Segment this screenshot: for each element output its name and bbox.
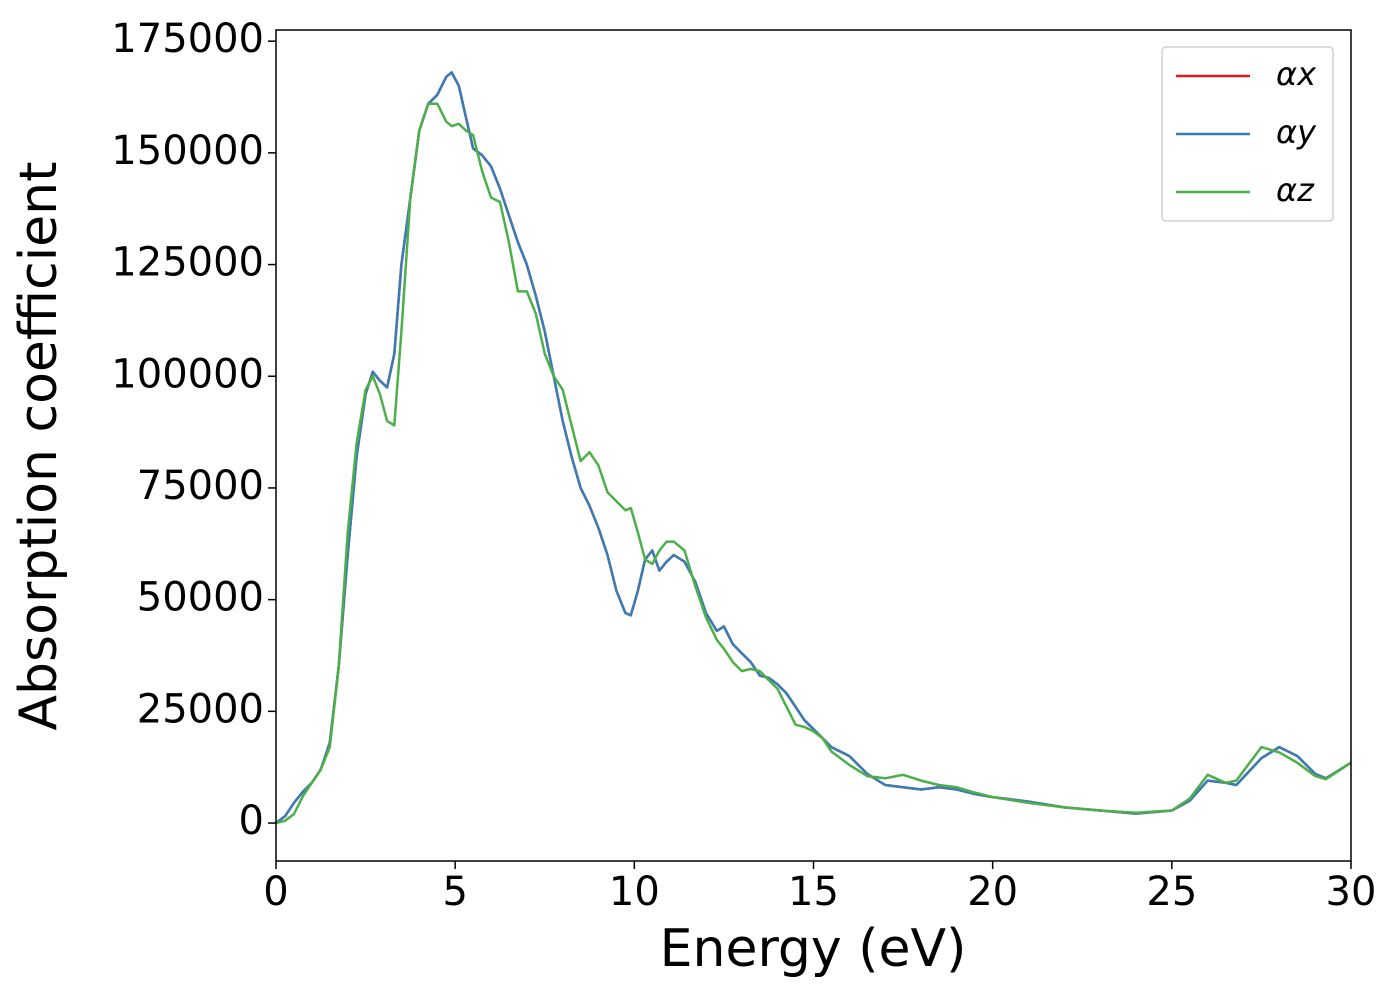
y-axis-label: Absorption coefficient: [9, 161, 69, 730]
x-tick-label: 0: [263, 869, 288, 915]
y-tick-label: 125000: [111, 240, 264, 286]
y-tick-label: 100000: [111, 351, 264, 397]
y-tick-label: 50000: [137, 575, 264, 621]
y-tick-label: 0: [239, 798, 264, 844]
x-tick-label: 20: [967, 869, 1018, 915]
legend-label: αz: [1276, 171, 1315, 209]
x-tick-label: 15: [788, 869, 839, 915]
series-line: [275, 102, 1352, 825]
x-tick-label: 25: [1146, 869, 1197, 915]
x-tick-label: 10: [609, 869, 660, 915]
y-tick-label: 25000: [137, 686, 264, 732]
legend-label: αy: [1276, 113, 1317, 151]
x-tick-label: 5: [442, 869, 467, 915]
x-axis-label: Energy (eV): [660, 919, 967, 979]
y-tick-label: 175000: [111, 16, 264, 62]
plot-frame: [275, 29, 1352, 862]
x-tick-label: 30: [1326, 869, 1377, 915]
legend-label: αx: [1276, 55, 1317, 93]
y-tick-label: 75000: [137, 463, 264, 509]
y-tick-label: 150000: [111, 128, 264, 174]
